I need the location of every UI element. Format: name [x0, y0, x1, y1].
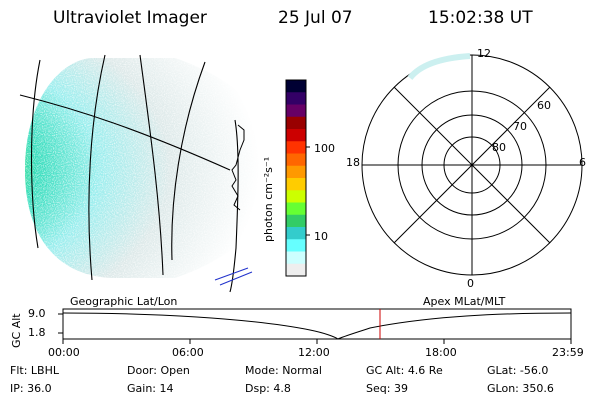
colorbar-segment — [286, 129, 306, 142]
colorbar-tick-100: 100 — [314, 142, 335, 155]
instrument-title: Ultraviolet Imager — [53, 8, 207, 28]
limb-line — [229, 119, 239, 293]
meridian-line-4 — [171, 61, 206, 261]
mlt-label-18: 18 — [346, 156, 360, 169]
colorbar-segment — [286, 227, 306, 240]
timeline-y-tick-low: 1.8 — [28, 326, 46, 339]
meridian-line-3 — [139, 54, 164, 276]
colorbar-label: photon cm⁻²s⁻¹ — [262, 156, 275, 242]
mlat-label-80: 80 — [492, 141, 506, 154]
colorbar-segment — [286, 214, 306, 228]
mlt-label-6: 6 — [579, 156, 586, 169]
colorbar-segment — [286, 165, 306, 179]
status-ip: IP: 36.0 — [10, 382, 52, 395]
timeline-x-tick: 23:59 — [552, 346, 584, 359]
colorbar-segment — [286, 116, 306, 130]
status-glon: GLon: 350.6 — [487, 382, 554, 395]
mlat-label-70: 70 — [513, 120, 527, 133]
colorbar-tick-10: 10 — [314, 230, 328, 243]
colorbar-segment — [286, 251, 306, 265]
meridian-line-2 — [88, 54, 106, 281]
status-door: Door: Open — [127, 364, 190, 377]
colorbar-segment — [286, 202, 306, 216]
colorbar-segment — [286, 92, 306, 105]
colorbar-segment — [286, 80, 306, 93]
colorbar-frame — [285, 79, 307, 277]
status-dsp: Dsp: 4.8 — [245, 382, 291, 395]
meridian-line-1 — [30, 59, 41, 249]
timeline-plot — [58, 308, 572, 344]
polar-plot — [361, 53, 583, 276]
colorbar — [285, 79, 310, 277]
status-mode: Mode: Normal — [245, 364, 322, 377]
polar-diagonal-2 — [393, 86, 551, 244]
colorbar-segment — [286, 263, 306, 277]
timeline-x-tick: 00:00 — [48, 346, 80, 359]
status-gc-alt: GC Alt: 4.6 Re — [366, 364, 443, 377]
status-gain: Gain: 14 — [127, 382, 174, 395]
polar-emission — [407, 53, 471, 80]
mlt-label-0: 0 — [467, 277, 474, 290]
parallel-line — [19, 94, 231, 171]
colorbar-segment — [286, 190, 306, 203]
timeline-x-tick: 18:00 — [425, 346, 457, 359]
timeline-left-title: Geographic Lat/Lon — [70, 295, 178, 308]
colorbar-segment — [286, 239, 306, 252]
timeline-right-title: Apex MLat/MLT — [423, 295, 506, 308]
observation-time: 15:02:38 UT — [428, 8, 533, 28]
terminator-marker — [214, 267, 253, 286]
colorbar-segment — [286, 141, 306, 154]
earth-disk-image — [25, 58, 260, 278]
timeline-y-tick-high: 9.0 — [28, 307, 46, 320]
observation-date: 25 Jul 07 — [278, 8, 353, 28]
status-seq: Seq: 39 — [366, 382, 408, 395]
timeline-x-tick: 12:00 — [298, 346, 330, 359]
geographic-grid — [19, 54, 253, 293]
colorbar-segment — [286, 153, 306, 167]
status-glat: GLat: -56.0 — [487, 364, 549, 377]
altitude-curve — [62, 312, 572, 340]
colorbar-segment — [286, 104, 306, 118]
status-flt: Flt: LBHL — [10, 364, 59, 377]
timeline-x-tick: 06:00 — [172, 346, 204, 359]
mlt-label-12: 12 — [477, 47, 491, 60]
coastline — [231, 124, 245, 211]
mlat-label-60: 60 — [537, 99, 551, 112]
colorbar-segment — [286, 178, 306, 191]
timeline-y-label: GC Alt — [10, 313, 23, 348]
